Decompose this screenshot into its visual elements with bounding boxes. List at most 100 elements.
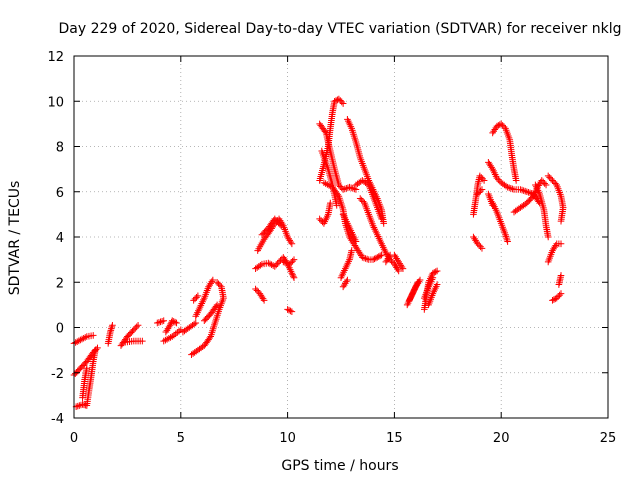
plus-marker	[131, 324, 139, 332]
plus-marker	[281, 255, 288, 263]
plus-marker	[205, 283, 212, 291]
plus-marker	[550, 296, 558, 303]
plus-marker	[287, 307, 294, 315]
plus-marker	[170, 318, 177, 325]
plus-marker	[385, 253, 393, 261]
data-track	[316, 199, 334, 227]
plus-marker	[81, 334, 89, 341]
plus-marker	[316, 215, 323, 223]
plus-marker	[391, 260, 398, 268]
plus-marker	[486, 160, 493, 168]
data-track	[339, 211, 360, 245]
plus-marker	[382, 258, 390, 266]
plus-marker	[284, 260, 292, 267]
plus-marker	[163, 327, 171, 334]
plus-marker	[341, 280, 349, 287]
plus-marker	[331, 97, 338, 105]
plus-marker	[397, 261, 405, 269]
plus-marker	[339, 283, 347, 291]
plus-marker	[348, 247, 355, 254]
plus-marker	[539, 178, 547, 186]
plus-marker	[388, 257, 395, 265]
plus-marker	[372, 254, 380, 262]
plus-marker	[343, 185, 350, 192]
plus-marker	[285, 306, 293, 314]
plus-marker	[491, 126, 499, 133]
plus-marker	[166, 321, 174, 329]
plus-marker	[359, 198, 367, 205]
plus-marker	[351, 242, 359, 249]
plus-marker	[218, 283, 225, 291]
data-track	[162, 317, 180, 336]
data-track	[200, 301, 221, 325]
y-tick-label: 4	[56, 231, 64, 246]
data-track	[339, 276, 351, 291]
data-track	[70, 332, 97, 347]
plus-marker	[290, 274, 298, 282]
data-track	[154, 317, 168, 327]
plus-marker	[284, 233, 291, 241]
plus-marker	[213, 278, 221, 286]
data-track	[532, 181, 552, 241]
data-marks	[70, 95, 567, 410]
plus-marker	[353, 245, 361, 253]
plus-marker	[276, 221, 284, 228]
plus-marker	[213, 301, 221, 309]
plus-marker	[474, 190, 482, 198]
plus-marker	[521, 187, 529, 195]
plus-marker	[76, 402, 83, 409]
plus-marker	[256, 290, 264, 297]
plus-marker	[288, 269, 296, 277]
plus-marker	[523, 188, 531, 196]
plus-marker	[171, 318, 179, 326]
plus-marker	[472, 237, 479, 244]
plus-marker	[489, 129, 496, 137]
plus-marker	[190, 320, 198, 328]
plus-marker	[380, 220, 388, 227]
plus-marker	[215, 280, 222, 288]
plus-marker	[518, 186, 526, 194]
plus-marker	[352, 238, 360, 245]
data-track	[280, 256, 298, 268]
data-track	[352, 177, 385, 223]
plus-marker	[338, 98, 346, 106]
plus-marker	[347, 184, 355, 192]
plus-marker	[107, 327, 115, 334]
plus-marker	[375, 253, 383, 260]
plus-marker	[478, 245, 486, 252]
plus-marker	[394, 256, 401, 264]
plus-marker	[393, 255, 400, 262]
plus-marker	[493, 174, 501, 182]
data-track	[489, 120, 520, 184]
plus-marker	[478, 186, 486, 193]
data-track	[188, 278, 227, 358]
plus-marker	[490, 127, 498, 135]
y-tick-label: 12	[47, 50, 64, 65]
x-tick-label: 5	[177, 431, 185, 446]
plus-marker	[544, 233, 552, 241]
plus-marker	[496, 121, 504, 128]
x-tick-label: 20	[493, 431, 510, 446]
y-tick-label: -4	[51, 412, 64, 427]
plus-marker	[212, 303, 220, 310]
plus-marker	[550, 178, 558, 186]
plus-marker	[552, 242, 559, 249]
plus-marker	[476, 172, 484, 180]
plus-marker	[73, 338, 81, 345]
plus-marker	[480, 177, 488, 184]
plus-marker	[285, 235, 292, 242]
plus-marker	[477, 174, 485, 181]
plus-marker	[134, 321, 142, 329]
plus-marker	[557, 217, 565, 225]
plus-marker	[398, 263, 406, 271]
plus-marker	[504, 183, 511, 191]
plus-marker	[477, 187, 484, 195]
plus-marker	[336, 183, 344, 190]
plus-marker	[209, 276, 217, 284]
data-track	[549, 290, 565, 304]
plus-marker	[399, 265, 407, 272]
y-tick-label: 2	[56, 276, 64, 291]
plus-marker	[502, 182, 510, 190]
plus-marker	[344, 276, 351, 284]
